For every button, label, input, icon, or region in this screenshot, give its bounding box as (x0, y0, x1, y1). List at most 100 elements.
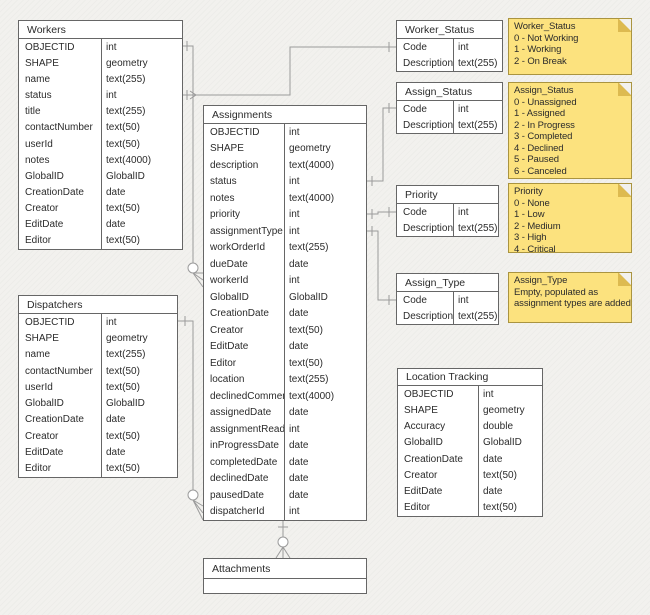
field-type: text(50) (106, 203, 140, 215)
field-name: Creator (210, 324, 244, 336)
field-name: userId (25, 138, 53, 150)
table-assignments[interactable]: Assignments OBJECTID int SHAPE geometry … (203, 105, 367, 521)
table-fields: Code int Description text(255) (397, 39, 502, 71)
table-row: Description text(255) (397, 117, 502, 133)
table-fields: OBJECTID int SHAPE geometry name text(25… (19, 314, 177, 477)
field-name: GlobalID (25, 170, 64, 182)
table-fields: OBJECTID int SHAPE geometry name text(25… (19, 39, 182, 249)
table-row: CreationDate date (19, 184, 182, 200)
field-type: text(4000) (289, 390, 335, 402)
table-row: Description text(255) (397, 220, 498, 236)
table-row: SHAPE geometry (204, 141, 366, 158)
connector-assignments-priority-to-priority[interactable] (367, 207, 396, 219)
note-line: 0 - Unassigned (514, 96, 577, 108)
table-row: OBJECTID int (19, 39, 182, 55)
field-name: Description (403, 222, 453, 234)
table-row: CreationDate date (398, 451, 542, 467)
table-attachments[interactable]: Attachments (203, 558, 367, 594)
note-line: assignment types are added (514, 298, 631, 309)
field-type: text(50) (289, 324, 323, 336)
note-lines: 0 - Unassigned 1 - Assigned 2 - In Progres… (514, 97, 626, 178)
table-row: assignedDate date (204, 405, 366, 422)
table-row: Editor text(50) (19, 233, 182, 249)
table-priority[interactable]: Priority Code int Description text(255) (396, 185, 499, 237)
field-name: contactNumber (25, 365, 93, 377)
crow-foot-icon (275, 546, 291, 559)
field-name: assignedDate (210, 407, 272, 419)
connector-dispatchers-to-assignments-dispatcherid[interactable] (178, 316, 204, 521)
note-line: 6 - Canceled (514, 165, 567, 177)
connector-assignments-assignmenttype-to-assign-type[interactable] (367, 226, 396, 305)
table-assign-status[interactable]: Assign_Status Code int Description text(… (396, 82, 503, 134)
field-type: date (289, 489, 309, 501)
field-name: Creator (25, 430, 59, 442)
field-type: int (458, 206, 469, 218)
field-type: int (458, 103, 469, 115)
field-type: geometry (483, 404, 525, 416)
field-name: CreationDate (210, 308, 269, 320)
field-name: EditDate (210, 341, 249, 353)
field-type: date (289, 440, 309, 452)
table-fields: OBJECTID int SHAPE geometry Accuracy dou… (398, 386, 542, 516)
field-type: date (289, 341, 309, 353)
field-name: name (25, 349, 51, 361)
table-row: CreationDate date (204, 306, 366, 323)
field-name: dueDate (210, 258, 248, 270)
note-line: Empty, populated as (514, 286, 599, 298)
table-row: dueDate date (204, 256, 366, 273)
field-name: description (210, 159, 259, 171)
table-row: EditDate date (19, 444, 177, 460)
field-type: int (289, 209, 300, 221)
table-workers[interactable]: Workers OBJECTID int SHAPE geometry name… (18, 20, 183, 250)
field-name: GlobalID (210, 291, 249, 303)
field-type: int (106, 90, 117, 102)
crow-foot-icon (192, 272, 204, 288)
table-title: Workers (19, 21, 182, 39)
table-row: Creator text(50) (398, 467, 542, 483)
table-worker-status[interactable]: Worker_Status Code int Description text(… (396, 20, 503, 72)
field-name: SHAPE (25, 57, 59, 69)
table-row: completedDate date (204, 454, 366, 471)
table-row: status int (204, 174, 366, 191)
field-name: OBJECTID (404, 388, 454, 400)
table-title: Dispatchers (19, 296, 177, 314)
table-row: EditDate date (398, 484, 542, 500)
table-row: Description text(255) (397, 55, 502, 71)
note-worker-status[interactable]: Worker_Status 0 - Not Working 1 - Working… (508, 18, 632, 75)
field-name: EditDate (25, 219, 64, 231)
field-name: priority (210, 209, 241, 221)
table-row: userId text(50) (19, 136, 182, 152)
note-priority[interactable]: Priority 0 - None 1 - Low 2 - Medium 3 - Hi… (508, 183, 632, 253)
table-row: OBJECTID int (19, 314, 177, 330)
field-name: pausedDate (210, 489, 264, 501)
connector-assignments-status-to-assign-status[interactable] (367, 103, 396, 186)
note-assign-type[interactable]: Assign_Type Empty, populated as assignmen… (508, 272, 632, 323)
field-name: Description (403, 57, 453, 69)
connector-workers-status-to-worker-status[interactable] (183, 42, 396, 100)
note-line: 4 - Critical (514, 243, 556, 253)
table-dispatchers[interactable]: Dispatchers OBJECTID int SHAPE geometry … (18, 295, 178, 478)
field-type: int (458, 41, 469, 53)
connector-assignments-to-attachments[interactable] (275, 521, 291, 559)
field-name: EditDate (25, 447, 64, 459)
table-assign-type[interactable]: Assign_Type Code int Description text(25… (396, 273, 499, 325)
field-type: double (483, 421, 514, 433)
note-assign-status[interactable]: Assign_Status 0 - Unassigned 1 - Assigned… (508, 82, 632, 179)
table-row: Description text(255) (397, 308, 498, 324)
connector-workers-to-assignments-workerid[interactable] (183, 41, 204, 288)
field-type: text(255) (458, 310, 498, 322)
field-type: date (106, 414, 126, 426)
table-row: GlobalID GlobalID (19, 168, 182, 184)
table-title: Worker_Status (397, 21, 502, 39)
field-type: GlobalID (106, 398, 145, 410)
field-type: date (483, 453, 503, 465)
table-title: Location Tracking (398, 369, 542, 386)
field-type: text(50) (106, 381, 140, 393)
note-line: 2 - Medium (514, 220, 561, 232)
table-location-tracking[interactable]: Location Tracking OBJECTID int SHAPE geo… (397, 368, 543, 517)
field-type: date (289, 407, 309, 419)
note-lines: Empty, populated as assignment types are … (514, 286, 631, 310)
table-empty-body (204, 579, 366, 593)
field-name: GlobalID (25, 398, 64, 410)
table-row: priority int (204, 207, 366, 224)
